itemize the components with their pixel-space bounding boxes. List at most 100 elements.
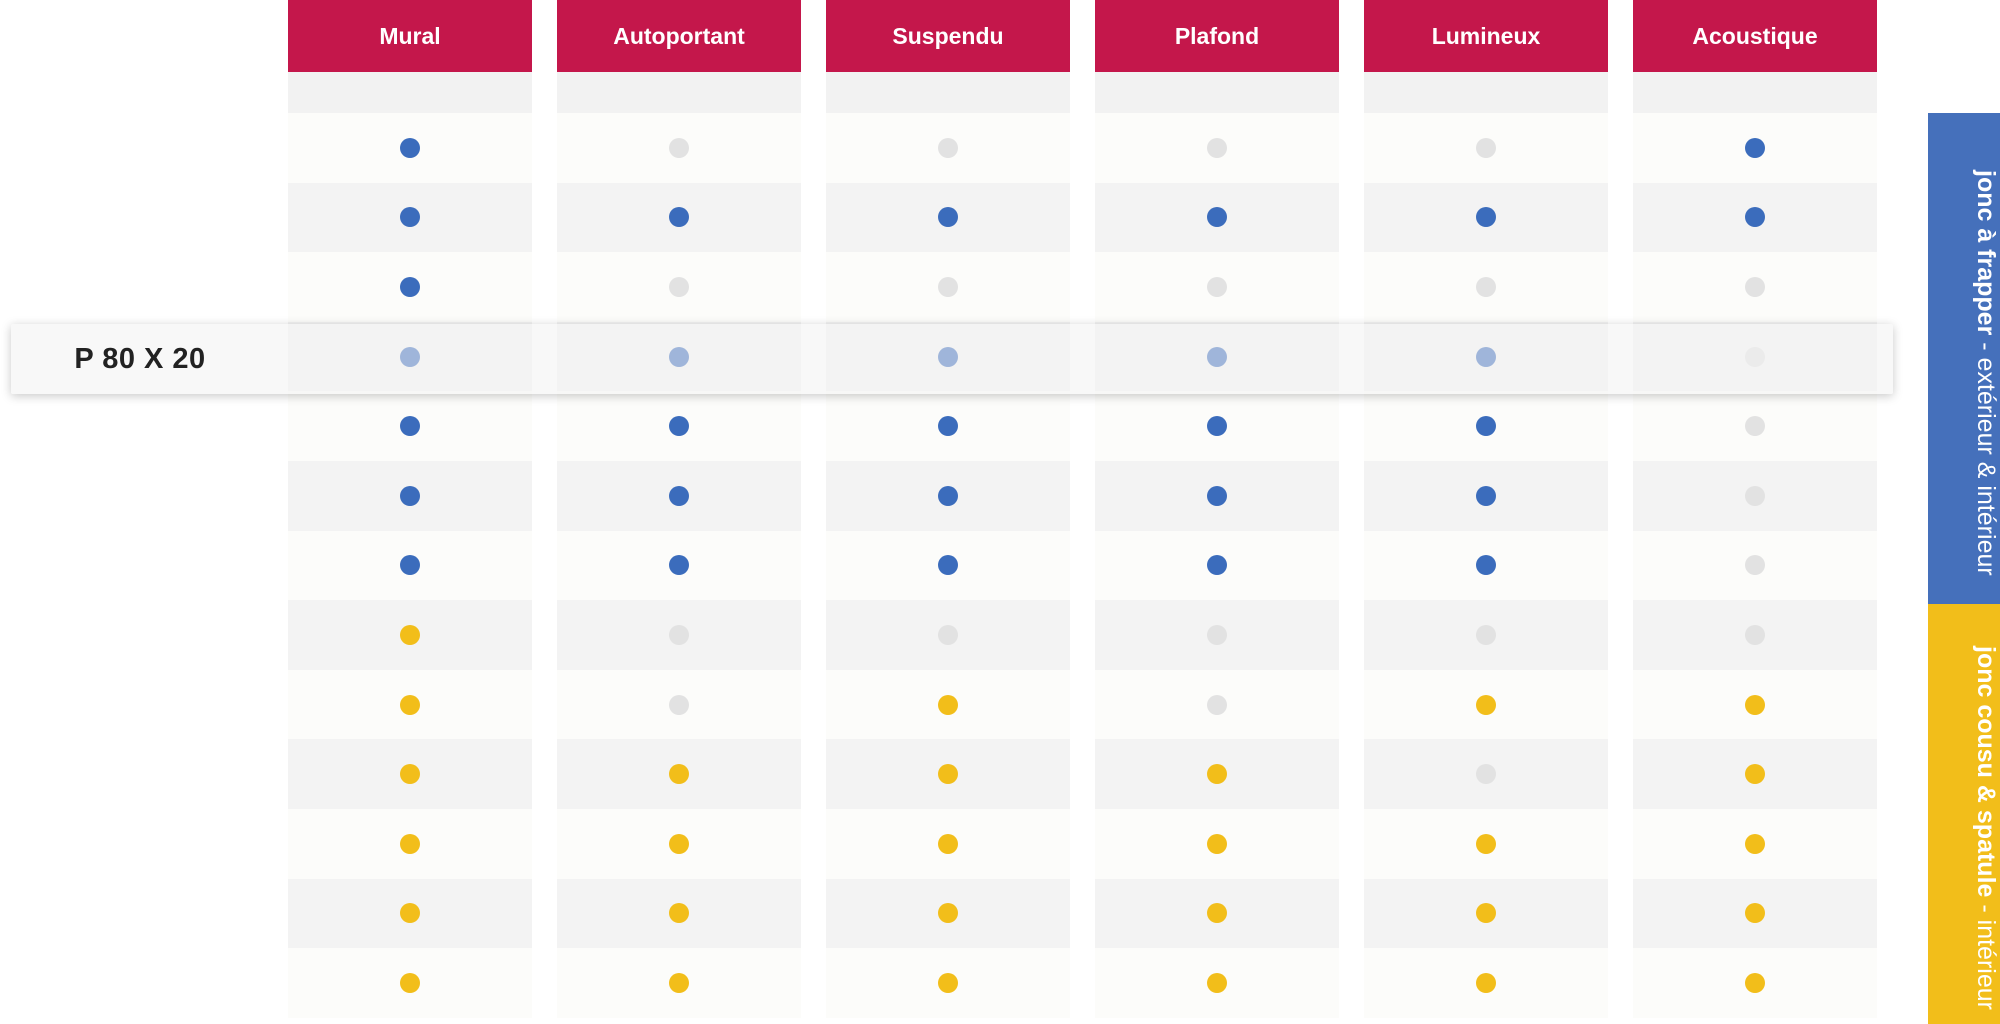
availability-dot-off <box>1745 624 1765 645</box>
availability-dot-yellow <box>938 903 958 924</box>
availability-dot-off <box>669 276 689 297</box>
availability-dot-yellow <box>669 764 689 785</box>
side-band-jonc-cousu: jonc cousu & spatule - intérieur <box>1928 604 2000 1024</box>
column-header: Plafond <box>1095 0 1339 72</box>
matrix-cell <box>288 530 532 601</box>
column-header: Lumineux <box>1364 0 1608 72</box>
availability-dot-blue <box>1207 555 1227 576</box>
matrix-cell <box>826 391 1070 461</box>
column-header: Mural <box>288 0 532 72</box>
availability-dot-yellow <box>1745 764 1765 785</box>
availability-dot-yellow <box>400 972 420 993</box>
availability-dot-yellow <box>938 694 958 715</box>
header-spacer <box>557 72 801 113</box>
matrix-cell <box>557 460 801 531</box>
matrix-cell <box>1364 600 1608 670</box>
availability-dot-off <box>938 624 958 645</box>
header-spacer <box>1633 72 1877 113</box>
availability-dot-yellow <box>938 764 958 785</box>
matrix-cell <box>557 878 801 949</box>
availability-dot-yellow <box>1476 972 1496 993</box>
matrix-cell <box>1095 113 1339 183</box>
matrix-cell <box>1364 182 1608 253</box>
matrix-cell <box>826 252 1070 322</box>
matrix-cell <box>1364 669 1608 740</box>
availability-dot-blue <box>400 416 420 437</box>
header-spacer <box>288 72 532 113</box>
column-autoportant: Autoportant <box>557 0 801 1018</box>
availability-dot-off <box>938 137 958 158</box>
column-lumineux: Lumineux <box>1364 0 1608 1018</box>
matrix-cell <box>826 113 1070 183</box>
availability-dot-blue <box>400 485 420 506</box>
matrix-cell <box>557 739 801 809</box>
availability-dot-blue <box>400 207 420 228</box>
matrix-cell <box>1633 669 1877 740</box>
matrix-cell <box>1364 739 1608 809</box>
availability-dot-off <box>1207 694 1227 715</box>
matrix-cell <box>1633 808 1877 879</box>
matrix-cell <box>1095 808 1339 879</box>
matrix-cell <box>288 113 532 183</box>
availability-dot-off <box>669 137 689 158</box>
matrix-cell <box>288 182 532 253</box>
column-acoustique: Acoustique <box>1633 0 1877 1018</box>
column-plafond: Plafond <box>1095 0 1339 1018</box>
availability-dot-off <box>1745 555 1765 576</box>
matrix-cell <box>288 808 532 879</box>
availability-dot-yellow <box>1207 764 1227 785</box>
matrix-cell <box>1364 460 1608 531</box>
availability-dot-off <box>669 694 689 715</box>
matrix-cell <box>826 182 1070 253</box>
matrix-cell <box>1095 460 1339 531</box>
availability-dot-blue <box>938 485 958 506</box>
availability-dot-yellow <box>1745 903 1765 924</box>
header-spacer <box>1364 72 1608 113</box>
matrix-cell <box>557 113 801 183</box>
matrix-cell <box>1364 113 1608 183</box>
availability-dot-yellow <box>1476 694 1496 715</box>
matrix-cell <box>1095 739 1339 809</box>
matrix-cell <box>1364 948 1608 1018</box>
availability-dot-blue <box>1745 137 1765 158</box>
availability-dot-blue <box>1476 416 1496 437</box>
band-light-text: - intérieur <box>1972 897 2000 1010</box>
availability-dot-yellow <box>1745 694 1765 715</box>
header-spacer <box>1095 72 1339 113</box>
availability-dot-blue <box>1745 207 1765 228</box>
availability-dot-blue <box>938 207 958 228</box>
availability-dot-off <box>1207 137 1227 158</box>
matrix-cell <box>288 739 532 809</box>
availability-dot-yellow <box>669 833 689 854</box>
availability-dot-yellow <box>1207 972 1227 993</box>
column-header: Acoustique <box>1633 0 1877 72</box>
matrix-cell <box>1633 600 1877 670</box>
column-suspendu: Suspendu <box>826 0 1070 1018</box>
column-mural: Mural <box>288 0 532 1018</box>
matrix-cell <box>1364 808 1608 879</box>
matrix-cell <box>826 948 1070 1018</box>
availability-dot-blue <box>938 555 958 576</box>
matrix-cell <box>1095 391 1339 461</box>
matrix-cell <box>557 669 801 740</box>
availability-dot-yellow <box>1476 903 1496 924</box>
availability-dot-off <box>1476 764 1496 785</box>
matrix-cell <box>826 530 1070 601</box>
matrix-cell <box>1095 530 1339 601</box>
availability-dot-yellow <box>400 694 420 715</box>
availability-dot-off <box>1476 276 1496 297</box>
matrix-cell <box>557 600 801 670</box>
availability-dot-yellow <box>1745 833 1765 854</box>
matrix-cell <box>557 182 801 253</box>
availability-dot-yellow <box>1745 972 1765 993</box>
availability-dot-blue <box>1207 416 1227 437</box>
availability-dot-yellow <box>669 903 689 924</box>
availability-dot-yellow <box>400 833 420 854</box>
matrix-cell <box>826 460 1070 531</box>
matrix-cell <box>288 878 532 949</box>
matrix-cell <box>1364 878 1608 949</box>
availability-dot-yellow <box>400 624 420 645</box>
availability-dot-yellow <box>400 764 420 785</box>
availability-dot-blue <box>669 207 689 228</box>
availability-dot-blue <box>669 485 689 506</box>
